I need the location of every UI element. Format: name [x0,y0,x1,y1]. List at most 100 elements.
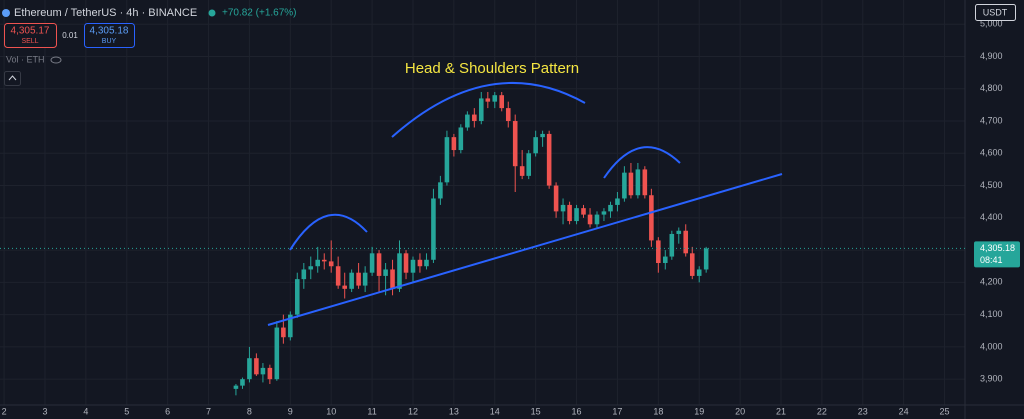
neckline [267,173,783,326]
countdown: 08:41 [980,255,1003,265]
left-shoulder-arc [289,213,368,251]
candle-body [635,169,641,196]
candle-body [628,172,634,196]
sell-label: SELL [21,38,38,45]
candle-body [615,198,620,205]
candle-body [567,204,572,222]
y-tick-label: 4,600 [980,148,1003,158]
candle-body [281,327,286,338]
candle-body [656,240,661,264]
candle-body [703,248,709,270]
candle-body [438,182,443,199]
candles [0,91,965,396]
candle-body [342,285,347,289]
candle-body [247,358,252,380]
x-tick-label: 2 [2,406,7,416]
candle-body [472,114,477,122]
candle-body [397,253,402,289]
collapse-icon [8,75,17,81]
y-tick-label: 5,000 [980,19,1003,29]
currency: USDT [983,7,1008,17]
x-tick-label: 10 [326,406,336,416]
candle-body [560,204,566,212]
candle-body [390,269,395,289]
candle-body [546,133,552,186]
annotation: Head & Shoulders Pattern [405,60,579,77]
collapse-button[interactable] [4,71,21,86]
candle-body [689,253,695,276]
candle-body [267,367,273,380]
candle-body [403,253,409,273]
candle-body [301,269,307,280]
candle-body [622,172,627,199]
symbol: Ethereum / TetherUS · 4h · BINANCE [14,7,197,19]
x-tick-label: 20 [735,406,745,416]
candle-body [553,185,559,212]
last-price-tag [974,241,1020,268]
candle-body [594,214,600,225]
candle-body [683,230,689,254]
last-price-label: 4,305.18 [980,243,1015,253]
candle-body [581,208,586,215]
x-tick-label: 18 [653,406,663,416]
candle-body [410,259,416,273]
candle-body [649,195,654,241]
y-tick-label: 4,100 [980,309,1003,319]
candle-body [540,133,545,138]
x-tick-label: 17 [612,406,622,416]
candle-body [587,214,593,225]
candle-body [533,137,538,154]
candle-body [431,198,436,260]
candle-body [492,95,498,102]
x-tick-label: 6 [165,406,170,416]
buy-label: BUY [102,38,117,45]
spread: 0.01 [62,31,78,40]
head-arc [391,81,586,138]
candle-body [321,259,327,262]
candle-body [424,259,429,267]
y-tick-label: 4,800 [980,83,1003,93]
candle-body [676,230,682,234]
y-tick-label: 4,200 [980,277,1003,287]
candle-body [240,379,245,386]
x-tick-label: 19 [694,406,704,416]
x-tick-label: 14 [490,406,500,416]
x-tick-label: 7 [206,406,211,416]
buy-button[interactable] [84,23,135,48]
y-tick-label: 4,700 [980,115,1003,125]
x-tick-label: 25 [940,406,950,416]
visibility-icon[interactable] [50,56,62,64]
x-tick-label: 11 [367,406,376,416]
x-tick-label: 4 [83,406,88,416]
candle-body [335,266,341,286]
candle-body [465,114,470,128]
sell-button[interactable] [4,23,57,48]
x-tick-label: 23 [858,406,868,416]
candle-body [458,127,464,151]
candle-body [669,233,675,257]
symbol-icon [2,9,10,17]
candle-body [233,385,239,389]
volume-label: Vol · ETH [6,54,45,64]
candle-body [485,98,491,102]
x-tick-label: 8 [247,406,252,416]
x-tick-label: 9 [288,406,293,416]
candle-body [512,121,518,167]
axes: 3,9004,0004,1004,2004,3004,4004,5004,600… [2,19,1020,416]
right-shoulder-arc [603,146,681,179]
candle-body [362,272,368,286]
candle-body [376,253,382,276]
candle-body [608,204,613,212]
x-tick-label: 12 [408,406,418,416]
candle-body [444,137,450,183]
candle-body [696,269,702,276]
buy-price: 4,305.18 [90,26,129,37]
candle-body [662,256,668,264]
x-tick-label: 22 [817,406,827,416]
candle-body [288,314,293,338]
status-dot [208,9,216,17]
currency-button[interactable] [975,4,1016,21]
candle-body [642,169,648,196]
x-tick-label: 3 [42,406,47,416]
